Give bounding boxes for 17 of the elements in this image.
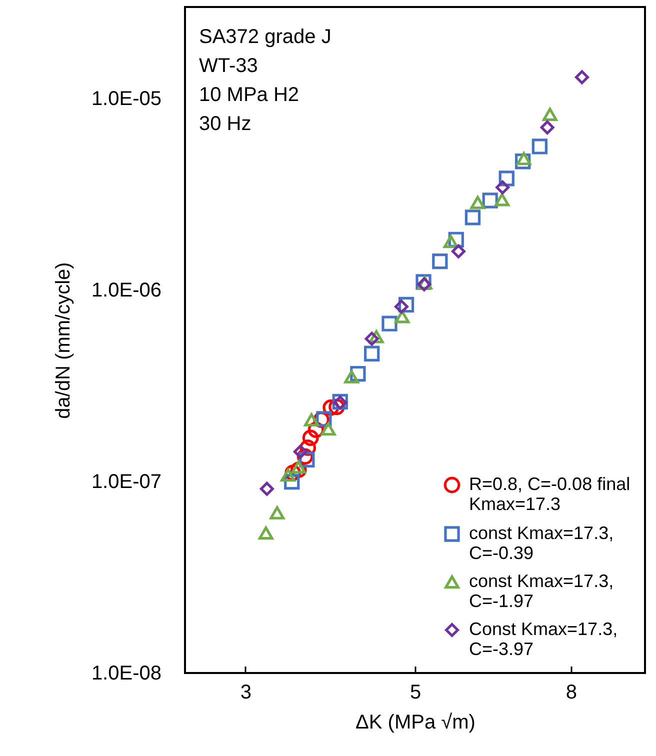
y-tick-label: 1.0E-08 <box>91 662 162 684</box>
y-tick-label: 1.0E-06 <box>91 279 162 302</box>
annotation: 30 Hz <box>199 113 252 135</box>
legend-label: Const Kmax=17.3, C=-3.97 <box>469 619 618 659</box>
y-tick-label: 1.0E-07 <box>91 470 162 493</box>
legend-label: const Kmax=17.3, C=-1.97 <box>469 571 614 611</box>
x-tick-label: 3 <box>240 682 252 704</box>
annotation: WT-33 <box>199 55 258 77</box>
y-axis-title: da/dN (mm/cycle) <box>52 262 74 419</box>
x-tick-label: 5 <box>410 682 422 704</box>
annotation: 10 MPa H2 <box>199 84 300 106</box>
x-axis-title: ΔK (MPa √m) <box>356 712 476 734</box>
annotation: SA372 grade J <box>199 26 332 48</box>
legend-label: R=0.8, C=-0.08 final Kmax=17.3 <box>469 474 630 514</box>
y-tick-label: 1.0E-05 <box>91 88 162 110</box>
x-tick-label: 8 <box>566 682 578 704</box>
legend-label: const Kmax=17.3, C=-0.39 <box>469 523 614 563</box>
